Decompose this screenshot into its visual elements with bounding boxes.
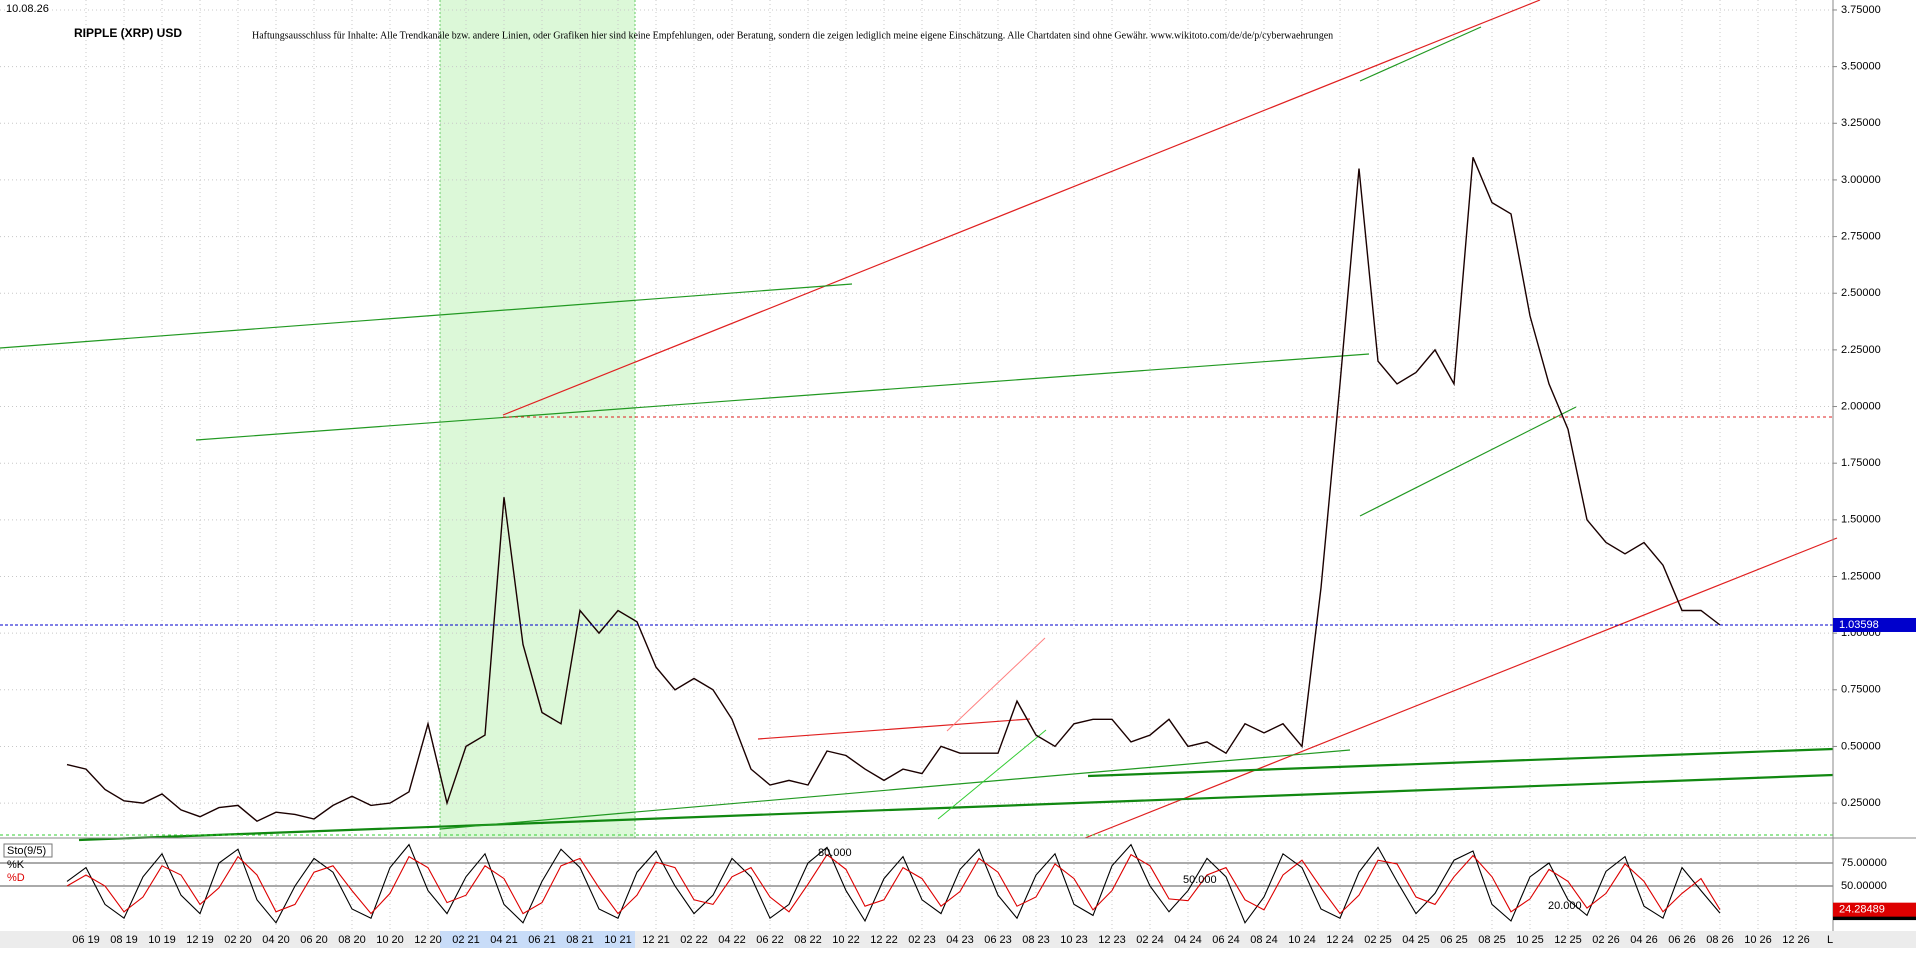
x-tick-label: 10 26 — [1744, 934, 1772, 946]
x-tick-label: 08 25 — [1478, 934, 1506, 946]
x-tick-label: 08 21 — [566, 934, 594, 946]
x-tick-label: 06 21 — [528, 934, 556, 946]
trendline — [946, 637, 1046, 732]
x-tick-label: 12 20 — [414, 934, 442, 946]
x-tick-label: 04 21 — [490, 934, 518, 946]
x-tick-label: 04 23 — [946, 934, 974, 946]
y-tick-label: 3.00000 — [1841, 174, 1881, 186]
chart-title: RIPPLE (XRP) USD — [74, 26, 182, 40]
indicator-title: Sto(9/5) — [7, 845, 46, 857]
x-tick-label: 10 19 — [148, 934, 176, 946]
x-tick-label: 06 19 — [72, 934, 100, 946]
x-tick-label: 12 19 — [186, 934, 214, 946]
x-tick-label: 12 24 — [1326, 934, 1354, 946]
trendlines — [0, 0, 1838, 842]
x-tick-label: 06 23 — [984, 934, 1012, 946]
trendline — [1087, 747, 1834, 778]
x-tick-label: 12 25 — [1554, 934, 1582, 946]
x-tick-label: 06 26 — [1668, 934, 1696, 946]
trendline — [757, 718, 1031, 740]
x-tick-label: 02 24 — [1136, 934, 1164, 946]
x-tick-label: 02 21 — [452, 934, 480, 946]
x-tick-label: 10 20 — [376, 934, 404, 946]
y-tick-label: 0.50000 — [1841, 740, 1881, 752]
last-price-box — [1833, 617, 1916, 632]
y-tick-label: 50.00000 — [1841, 880, 1887, 892]
x-tick-label: 06 25 — [1440, 934, 1468, 946]
x-tick-label: 10 24 — [1288, 934, 1316, 946]
x-tick-label: 10 23 — [1060, 934, 1088, 946]
x-tick-label: 02 26 — [1592, 934, 1620, 946]
grid — [0, 0, 1833, 931]
y-tick-label: 0.75000 — [1841, 684, 1881, 696]
x-tick-label: 02 23 — [908, 934, 936, 946]
series-line — [66, 157, 1721, 823]
x-tick-label: 12 21 — [642, 934, 670, 946]
highlight-zone — [440, 0, 635, 838]
x-tick-label: 06 20 — [300, 934, 328, 946]
x-tick-label: 02 22 — [680, 934, 708, 946]
trendline — [439, 749, 1351, 830]
x-tick-label: 08 20 — [338, 934, 366, 946]
x-tick-label: 08 22 — [794, 934, 822, 946]
legend-label: %D — [7, 872, 25, 884]
x-tick-label: 04 22 — [718, 934, 746, 946]
trendline — [502, 0, 1541, 416]
series-line — [66, 843, 1721, 924]
y-tick-label: 3.75000 — [1841, 4, 1881, 16]
axis-end-label: L — [1827, 934, 1833, 946]
x-tick-label: 10 22 — [832, 934, 860, 946]
x-tick-label: 08 26 — [1706, 934, 1734, 946]
x-tick-label: 06 22 — [756, 934, 784, 946]
disclaimer: Haftungsausschluss für Inhalte: Alle Tre… — [252, 30, 1333, 41]
x-tick-label: 02 20 — [224, 934, 252, 946]
trendline — [937, 729, 1047, 820]
y-tick-label: 3.50000 — [1841, 61, 1881, 73]
x-tick-label: 04 24 — [1174, 934, 1202, 946]
last-value-box — [1833, 902, 1916, 917]
y-tick-label: 75.00000 — [1841, 857, 1887, 869]
x-tick-label: 04 26 — [1630, 934, 1658, 946]
y-tick-label: 0.25000 — [1841, 797, 1881, 809]
y-tick-label: 2.50000 — [1841, 287, 1881, 299]
x-tick-label: 08 23 — [1022, 934, 1050, 946]
trendline — [1359, 406, 1577, 517]
x-tick-label: 10 21 — [604, 934, 632, 946]
indicator-label-box — [3, 843, 53, 858]
trendline — [1084, 537, 1838, 839]
trendline — [0, 283, 853, 349]
x-tick-label: 12 23 — [1098, 934, 1126, 946]
stoch-annotation: 80.000 — [818, 847, 852, 859]
price-plot — [0, 157, 1833, 924]
y-tick-label: 2.25000 — [1841, 344, 1881, 356]
x-tick-label: 02 25 — [1364, 934, 1392, 946]
x-tick-label: 04 20 — [262, 934, 290, 946]
stoch-annotation: 50.000 — [1183, 874, 1217, 886]
date-label: 10.08.26 — [6, 3, 49, 15]
y-tick-label: 2.75000 — [1841, 230, 1881, 242]
x-tick-label: 12 26 — [1782, 934, 1810, 946]
x-tick-label: 08 24 — [1250, 934, 1278, 946]
y-tick-label: 2.00000 — [1841, 400, 1881, 412]
y-tick-label: 3.25000 — [1841, 117, 1881, 129]
x-tick-label: 04 25 — [1402, 934, 1430, 946]
trendline — [1359, 26, 1482, 82]
x-tick-label: 10 25 — [1516, 934, 1544, 946]
legend-label: %K — [7, 859, 25, 871]
y-tick-label: 1.25000 — [1841, 570, 1881, 582]
x-tick-label: 08 19 — [110, 934, 138, 946]
y-tick-label: 1.75000 — [1841, 457, 1881, 469]
x-tick-label: 12 22 — [870, 934, 898, 946]
series-line — [66, 853, 1721, 915]
y-tick-label: 1.50000 — [1841, 514, 1881, 526]
last-price-label: 1.03598 — [1839, 619, 1879, 631]
last-value-label: 24.28489 — [1839, 904, 1885, 916]
trendline — [195, 353, 1370, 441]
trendline — [78, 773, 1834, 842]
stoch-annotation: 20.000 — [1548, 900, 1582, 912]
x-tick-label: 06 24 — [1212, 934, 1240, 946]
x-axis-highlight — [440, 931, 635, 948]
